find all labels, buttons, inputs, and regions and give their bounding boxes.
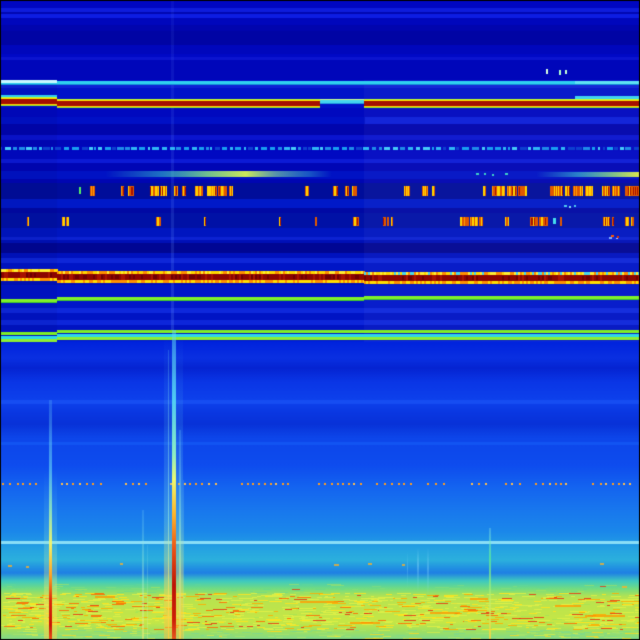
spectrogram-canvas — [0, 0, 640, 640]
spectrogram-waterfall — [0, 0, 640, 640]
